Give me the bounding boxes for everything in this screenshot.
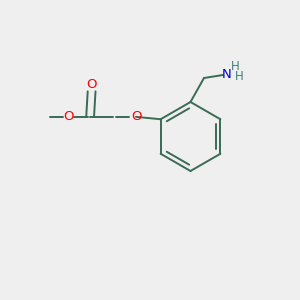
Text: O: O xyxy=(86,78,97,91)
Text: H: H xyxy=(235,70,244,83)
Text: H: H xyxy=(231,59,240,73)
Text: O: O xyxy=(63,110,74,123)
Text: N: N xyxy=(222,68,231,82)
Text: O: O xyxy=(131,110,141,123)
